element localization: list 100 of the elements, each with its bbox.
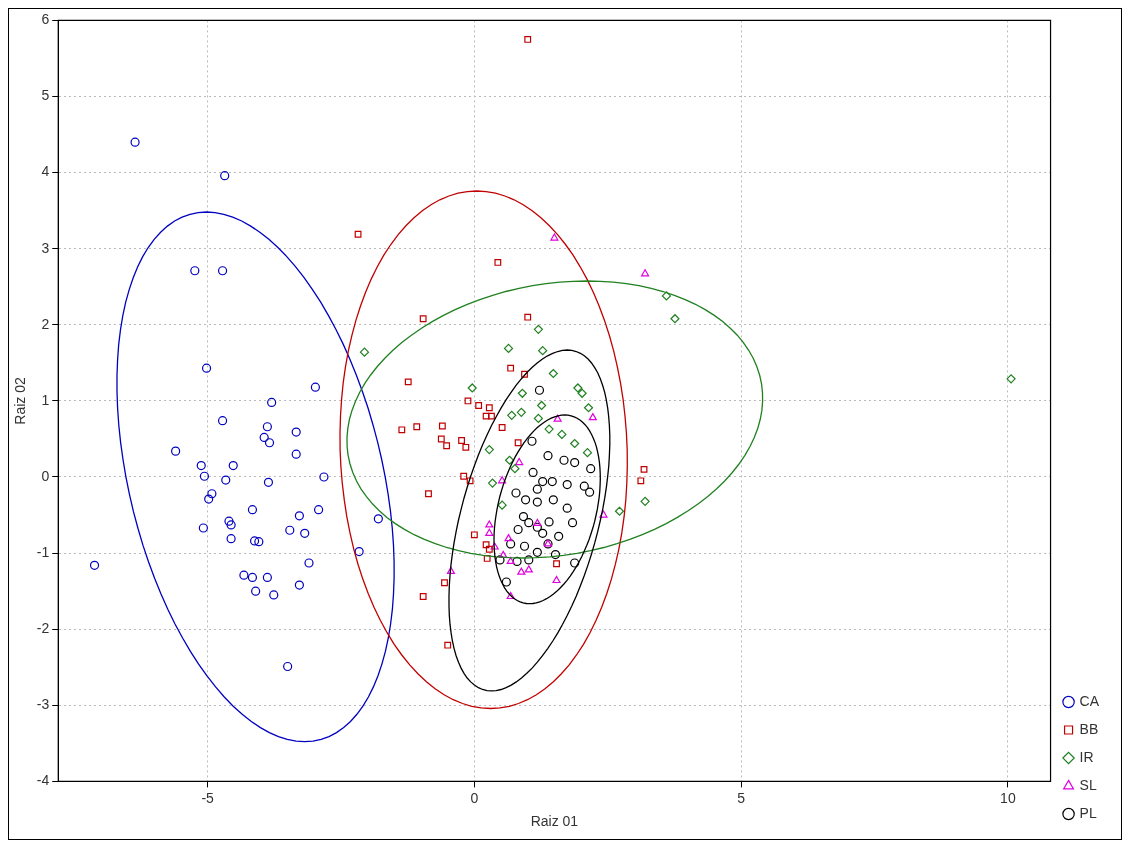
x-tick-label: 5 [737,789,746,806]
point [217,266,228,276]
point [510,464,520,474]
point [641,269,650,277]
point [198,523,208,533]
point [485,545,493,553]
point [521,370,528,378]
point [269,590,279,600]
point [513,524,523,535]
point [550,550,561,560]
point [300,528,310,538]
point [294,580,304,590]
point [518,511,529,522]
point [247,572,258,583]
point [524,555,534,565]
point [283,661,293,672]
point [354,546,364,557]
point [557,429,567,439]
point [446,566,455,574]
point [506,591,515,600]
point [419,315,427,323]
point [550,233,559,241]
point [533,518,542,527]
point [267,397,277,408]
point [532,484,542,494]
point [254,537,264,547]
point [577,388,587,398]
point [524,36,532,43]
point [413,423,421,431]
point [398,426,406,434]
y-tick-label: -1 [36,543,50,560]
point [89,560,100,570]
point [533,324,543,334]
point [443,442,451,450]
point [585,487,595,497]
point [504,534,513,542]
y-tick-label: 1 [41,391,50,408]
point [506,539,516,549]
point [506,556,515,565]
point [404,378,412,386]
point [532,522,542,532]
point [670,314,680,324]
point [444,641,452,649]
point [483,555,491,562]
x-tick-label: -5 [201,789,215,806]
point [548,495,558,505]
point [190,266,200,276]
point [553,560,560,568]
point [437,435,445,443]
point [547,476,557,487]
point [482,412,490,420]
point [264,438,275,448]
point [582,448,593,458]
point [354,230,362,238]
point [201,363,212,373]
point [573,383,583,393]
point [460,472,468,480]
point [516,407,526,417]
point [226,534,236,544]
point [507,364,515,372]
point [503,343,514,353]
y-tick-label: -2 [36,620,50,637]
point [661,291,672,301]
point [247,505,258,515]
point [543,451,553,461]
point [640,496,650,506]
point [495,555,505,565]
point [494,258,502,266]
point [533,413,543,423]
point [614,506,625,516]
y-tick-label: 3 [41,239,50,256]
point [527,436,537,446]
y-tick-label: 5 [41,87,50,104]
point [511,488,521,498]
point [504,455,515,465]
y-axis-title: Raiz 02 [12,376,29,425]
point [501,577,511,587]
point [262,422,272,432]
point [310,382,320,392]
point [520,495,531,505]
point [586,464,596,474]
point [484,445,494,455]
point [263,477,274,487]
point [224,516,234,526]
point [458,437,465,444]
point [171,446,181,456]
point [534,385,545,395]
legend-label: CA [1079,692,1100,709]
point [562,503,572,513]
point [498,424,506,431]
y-tick-label: 4 [41,163,50,180]
point [488,412,495,420]
point [544,424,554,434]
point [515,457,524,466]
point [485,404,493,412]
point [466,477,474,485]
point [482,541,490,549]
legend-label: SL [1079,776,1097,793]
point [528,467,538,478]
point [485,528,494,536]
